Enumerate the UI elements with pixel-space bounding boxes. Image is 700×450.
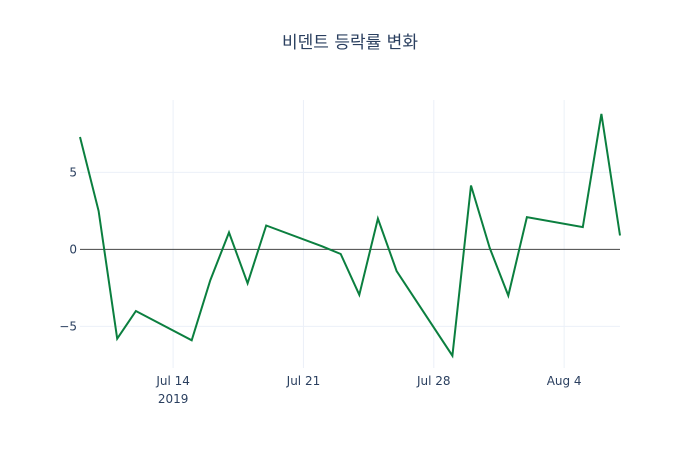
x-gridlines [172, 100, 565, 368]
y-gridlines [80, 171, 620, 327]
x-tick-year-label: 2019 [158, 392, 189, 406]
chart-title: 비덴트 등락률 변화 [282, 33, 418, 53]
x-tick-label: Jul 21 [286, 374, 321, 388]
y-tick-label: 5 [69, 165, 77, 179]
data-line [79, 113, 621, 359]
x-tick-label: Jul 14 [155, 374, 190, 388]
x-tick-label: Aug 4 [547, 374, 582, 388]
y-axis-ticks: 5 0 −5 [59, 165, 77, 333]
x-axis-ticks: Jul 14 2019 Jul 21 Jul 28 Aug 4 [155, 374, 581, 406]
y-tick-label: −5 [59, 319, 77, 333]
y-tick-label: 0 [69, 242, 77, 256]
x-tick-label: Jul 28 [416, 374, 451, 388]
